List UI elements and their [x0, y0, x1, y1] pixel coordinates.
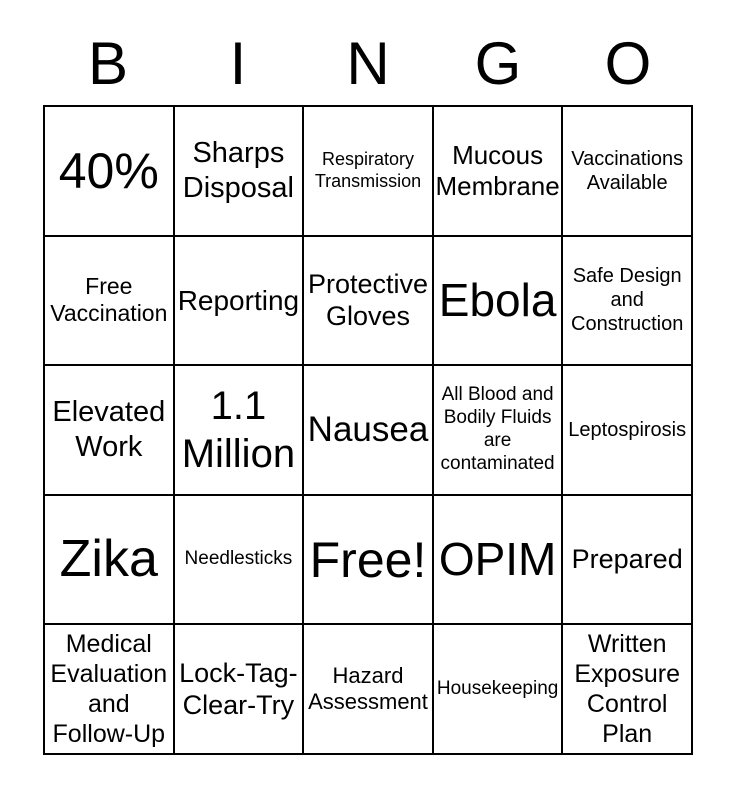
bingo-cell[interactable]: 1.1 Million [174, 366, 303, 494]
bingo-cell[interactable]: Leptospirosis [563, 366, 691, 494]
bingo-cell[interactable]: Vaccinations Available [563, 107, 691, 235]
bingo-cell[interactable]: 40% [45, 107, 173, 235]
bingo-header: B I N G O [43, 0, 693, 103]
bingo-letter-g: G [474, 30, 522, 97]
bingo-cell[interactable]: Mucous Membrane [433, 107, 562, 235]
bingo-cell[interactable]: Safe Design and Construction [563, 236, 691, 365]
bingo-cell[interactable]: Respiratory Transmission [304, 107, 432, 235]
bingo-cell[interactable]: Lock-Tag-Clear-Try [174, 625, 303, 753]
bingo-cell[interactable]: Housekeeping [433, 625, 562, 753]
bingo-cell[interactable]: Reporting [174, 236, 303, 365]
bingo-cell[interactable]: Ebola [433, 236, 562, 365]
bingo-cell[interactable]: Free! [304, 495, 432, 624]
bingo-cell[interactable]: Prepared [563, 495, 691, 624]
bingo-cell[interactable]: Medical Evaluation and Follow-Up [45, 625, 173, 753]
bingo-letter-o: O [604, 30, 652, 97]
bingo-cell[interactable]: OPIM [433, 495, 562, 624]
bingo-cell[interactable]: All Blood and Bodily Fluids are contamin… [433, 366, 562, 494]
bingo-cell-free[interactable]: Nausea [304, 366, 432, 494]
bingo-cell[interactable]: Needlesticks [174, 495, 303, 624]
bingo-cell[interactable]: Written Exposure Control Plan [563, 625, 691, 753]
bingo-cell[interactable]: Elevated Work [45, 366, 173, 494]
bingo-letter-i: I [229, 30, 247, 97]
bingo-grid: 40% Sharps Disposal Respiratory Transmissi… [43, 105, 693, 755]
bingo-cell[interactable]: Hazard Assessment [304, 625, 432, 753]
bingo-cell[interactable]: Sharps Disposal [174, 107, 303, 235]
bingo-letter-b: B [87, 30, 129, 97]
bingo-letter-n: N [346, 30, 390, 97]
bingo-cell[interactable]: Free Vaccination [45, 236, 173, 365]
bingo-cell[interactable]: Zika [45, 495, 173, 624]
bingo-cell[interactable]: Protective Gloves [304, 236, 432, 365]
